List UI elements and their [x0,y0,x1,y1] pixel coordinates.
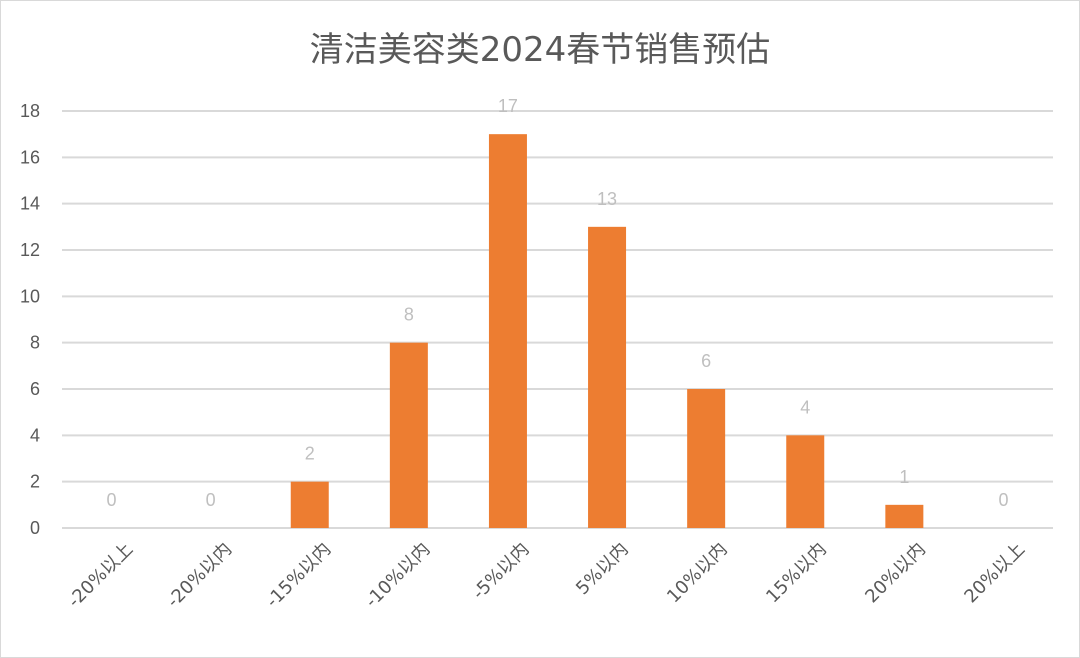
data-label: 17 [498,96,518,116]
bar [389,342,428,528]
data-label: 4 [800,397,810,417]
bar [687,389,726,528]
data-label: 0 [998,490,1008,510]
x-tick-label: 10%以内 [663,539,732,608]
bar [488,134,527,528]
bar [588,226,627,529]
y-tick-label: 2 [30,472,40,492]
x-tick-label: -10%以内 [361,539,434,612]
data-label: 1 [899,467,909,487]
y-tick-label: 6 [30,379,40,399]
x-tick-label: 20%以内 [861,539,930,608]
data-label: 13 [597,189,617,209]
y-tick-label: 16 [20,147,40,167]
chart-title: 清洁美容类2024春节销售预估 [309,30,771,70]
bar [786,435,825,528]
data-label: 0 [107,490,117,510]
y-tick-label: 12 [20,240,40,260]
data-label: 0 [206,490,216,510]
y-tick-label: 10 [20,286,40,306]
x-tick-label: -20%以内 [163,539,236,612]
data-label: 2 [305,444,315,464]
x-tick-label: 20%以上 [960,539,1029,608]
x-tick-label: -15%以内 [262,539,335,612]
y-tick-label: 0 [30,518,40,538]
y-tick-label: 18 [20,101,40,121]
bar [885,504,924,528]
bar [290,481,329,528]
y-tick-label: 4 [30,425,40,445]
x-tick-label: -20%以上 [64,539,137,612]
data-label: 6 [701,351,711,371]
x-tick-label: 15%以内 [762,539,831,608]
y-tick-label: 8 [30,333,40,353]
x-tick-label: -5%以内 [468,539,533,604]
data-label: 8 [404,305,414,325]
x-tick-label: 5%以内 [572,539,633,600]
y-tick-label: 14 [20,194,40,214]
